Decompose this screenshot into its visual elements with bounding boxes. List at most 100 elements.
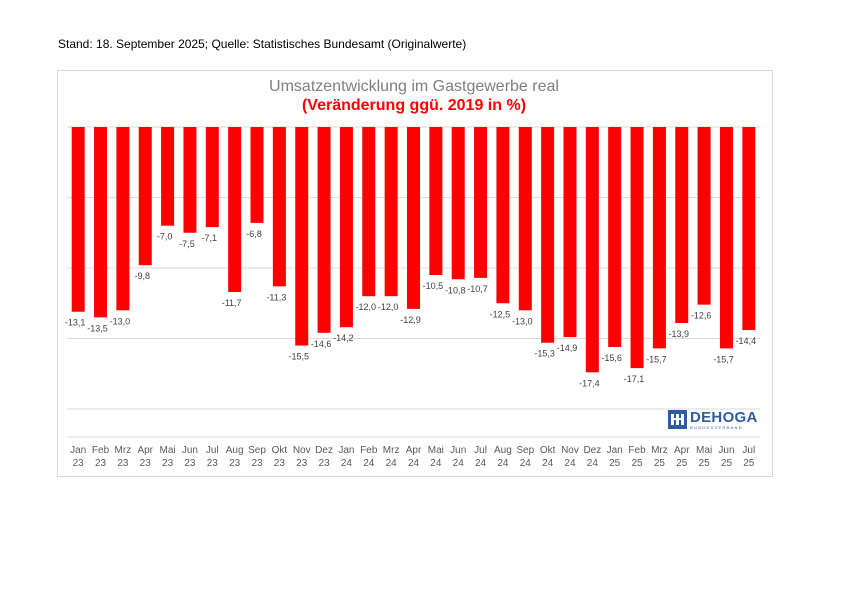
tick-label-year: 23 <box>274 458 286 469</box>
data-label: -14,6 <box>311 339 332 349</box>
tick-label-month: Mai <box>160 445 176 456</box>
tick-label-year: 25 <box>676 458 688 469</box>
data-label: -14,2 <box>333 333 354 343</box>
data-label: -7,1 <box>202 233 218 243</box>
bar <box>719 127 733 349</box>
tick-label-month: Jun <box>718 445 734 456</box>
data-label: -12,6 <box>691 311 712 321</box>
tick-label-year: 23 <box>73 458 85 469</box>
tick-label-month: Okt <box>272 445 288 456</box>
tick-label-month: Jun <box>182 445 198 456</box>
bar <box>94 127 108 318</box>
tick-label-month: Jul <box>474 445 487 456</box>
data-label: -7,0 <box>157 232 173 242</box>
tick-label-year: 23 <box>140 458 152 469</box>
tick-label-month: Feb <box>360 445 378 456</box>
tick-label-year: 23 <box>117 458 129 469</box>
bar <box>183 127 197 233</box>
tick-label-year: 23 <box>251 458 263 469</box>
tick-label-month: Okt <box>540 445 556 456</box>
tick-label-year: 24 <box>341 458 353 469</box>
bar <box>608 127 622 347</box>
data-label: -13,9 <box>669 329 690 339</box>
bar <box>697 127 711 305</box>
tick-label-year: 24 <box>587 458 599 469</box>
tick-label-year: 23 <box>162 458 174 469</box>
bar <box>161 127 175 226</box>
tick-label-month: Sep <box>516 445 534 456</box>
data-label: -15,6 <box>601 353 622 363</box>
data-label: -17,1 <box>624 374 645 384</box>
data-label: -12,0 <box>356 302 377 312</box>
bar <box>116 127 130 311</box>
tick-label-month: Nov <box>561 445 579 456</box>
chart-title: Umsatzentwicklung im Gastgewerbe real <box>269 78 559 95</box>
tick-label-year: 23 <box>296 458 308 469</box>
tick-label-month: Sep <box>248 445 266 456</box>
bar <box>585 127 599 373</box>
bar <box>384 127 398 297</box>
tick-label-year: 24 <box>520 458 532 469</box>
bar <box>630 127 644 369</box>
tick-label-month: Apr <box>674 445 690 456</box>
data-label: -13,1 <box>65 318 86 328</box>
tick-label-year: 24 <box>408 458 420 469</box>
bar <box>518 127 532 311</box>
bar <box>205 127 219 228</box>
bar <box>496 127 510 304</box>
bar <box>295 127 309 346</box>
data-label: -13,0 <box>512 316 533 326</box>
stand-source-note: Stand: 18. September 2025; Quelle: Stati… <box>58 37 467 51</box>
bar <box>675 127 689 323</box>
data-label: -14,4 <box>736 336 757 346</box>
tick-label-year: 24 <box>497 458 509 469</box>
tick-label-month: Jun <box>450 445 466 456</box>
bar <box>250 127 264 223</box>
tick-label-month: Dez <box>315 445 333 456</box>
tick-label-year: 25 <box>631 458 643 469</box>
bar <box>429 127 443 276</box>
data-label: -13,0 <box>110 316 131 326</box>
tick-label-year: 23 <box>319 458 331 469</box>
tick-label-year: 24 <box>430 458 442 469</box>
tick-label-year: 23 <box>207 458 219 469</box>
data-label: -14,9 <box>557 343 578 353</box>
data-label: -15,7 <box>713 354 734 364</box>
bar <box>474 127 488 278</box>
tick-label-month: Mai <box>428 445 444 456</box>
tick-label-year: 24 <box>564 458 576 469</box>
bar <box>451 127 465 280</box>
tick-label-year: 24 <box>386 458 398 469</box>
data-label: -15,3 <box>534 349 555 359</box>
tick-label-month: Nov <box>293 445 311 456</box>
data-label: -12,5 <box>490 309 511 319</box>
bar <box>407 127 420 309</box>
tick-label-year: 24 <box>542 458 554 469</box>
tick-label-month: Jul <box>742 445 755 456</box>
tick-label-year: 25 <box>654 458 666 469</box>
tick-label-year: 23 <box>229 458 241 469</box>
tick-label-year: 25 <box>699 458 711 469</box>
data-label: -11,7 <box>222 298 242 308</box>
bar <box>563 127 577 338</box>
bar <box>541 127 555 343</box>
data-label: -6,8 <box>246 229 262 239</box>
tick-label-year: 23 <box>95 458 107 469</box>
tick-label-month: Mrz <box>115 445 132 456</box>
tick-label-month: Apr <box>137 445 153 456</box>
bar <box>228 127 242 292</box>
bar <box>362 127 376 297</box>
dehoga-logo-text: DEHOGA <box>690 409 758 426</box>
tick-label-month: Aug <box>226 445 244 456</box>
tick-label-year: 24 <box>453 458 465 469</box>
bar <box>138 127 152 266</box>
data-label: -10,8 <box>445 285 466 295</box>
data-label: -10,5 <box>423 281 444 291</box>
data-label: -13,5 <box>87 323 108 333</box>
dehoga-logo-icon <box>668 410 687 429</box>
tick-label-year: 24 <box>363 458 375 469</box>
tick-label-month: Mrz <box>651 445 668 456</box>
tick-label-year: 25 <box>609 458 621 469</box>
bar <box>339 127 353 328</box>
tick-label-year: 25 <box>743 458 755 469</box>
